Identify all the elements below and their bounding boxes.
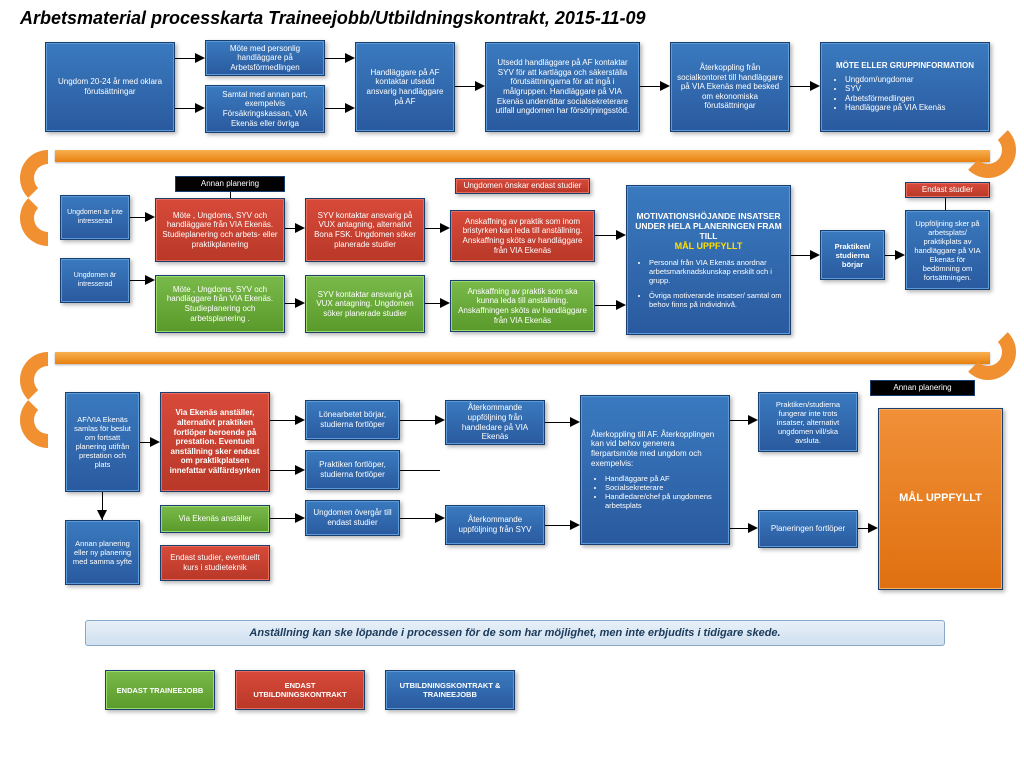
r2-g3: Anskaffning av praktik som ska kunna led… [450,280,595,332]
ribbon-1 [55,150,990,162]
r2-r1: Möte , Ungdoms, SYV och handläggare från… [155,198,285,262]
r1-b6-title: MÖTE ELLER GRUPPINFORMATION [831,61,979,71]
r2-tag-red2: Endast studier [905,182,990,198]
r3-big-text: Återkoppling till AF. Återkopplingen kan… [591,430,719,468]
r3-c2: Praktiken fortlöper, studierna fortlöper [305,450,400,490]
r1-b2a: Möte med personlig handläggare på Arbets… [205,40,325,76]
r3-tag-black: Annan planering [870,380,975,396]
r2-g2: SYV kontaktar ansvarig på VUX antagning.… [305,275,425,333]
r2-r2: SYV kontaktar ansvarig på VUX antagning,… [305,198,425,262]
r3-b1: AF/VIA Ekenäs samlas för beslut om forts… [65,392,140,492]
legend-red: ENDAST UTBILDNINGSKONTRAKT [235,670,365,710]
legend-blue: UTBILDNINGSKONTRAKT & TRAINEEJOBB [385,670,515,710]
r3-d1: Återkommande uppföljning från handledare… [445,400,545,445]
r3-g1: Via Ekenäs anställer [160,505,270,533]
r2-uppf: Uppföljning sker på arbetsplats/ praktik… [905,210,990,290]
curve-r2 [960,324,1016,380]
r3-big: Återkoppling till AF. Återkopplingen kan… [580,395,730,545]
curve-r1 [960,122,1016,178]
r2-r3: Anskaffning av praktik som inom bristyrk… [450,210,595,262]
r3-big-list: Handläggare på AFSocialsekreterareHandle… [591,474,719,510]
r3-c1: Lönearbetet börjar, studierna fortlöper [305,400,400,440]
r1-start: Ungdom 20-24 år med oklara förutsättning… [45,42,175,132]
r1-b4: Utsedd handläggare på AF kontaktar SYV f… [485,42,640,132]
r2-g1: Möte , Ungdoms, SYV och handläggare från… [155,275,285,333]
r2-moti: MOTIVATIONSHÖJANDE INSATSER UNDER HELA P… [626,185,791,335]
moti-title: MOTIVATIONSHÖJANDE INSATSER UNDER HELA P… [635,211,782,242]
r2-left2: Ungdomen är intresserad [60,258,130,303]
r2-left1: Ungdomen är inte intresserad [60,195,130,240]
r1-b6-list: Ungdom/ungdomarSYVArbetsförmedlingenHand… [831,75,946,113]
r2-tag-red: Ungdomen önskar endast studier [455,178,590,194]
r1-b3: Handläggare på AF kontaktar utsedd ansva… [355,42,455,132]
r1-b6: MÖTE ELLER GRUPPINFORMATION Ungdom/ungdo… [820,42,990,132]
legend-green: ENDAST TRAINEEJOBB [105,670,215,710]
r3-r1: Via Ekenäs anställer, alternativt prakti… [160,392,270,492]
r1-b2b: Samtal med annan part, exempelvis Försäk… [205,85,325,133]
r1-b5: Återkoppling från socialkontoret till ha… [670,42,790,132]
r2-prakt: Praktiken/ studierna börjar [820,230,885,280]
r3-goal: MÅL UPPFYLLT [878,408,1003,590]
r3-b1b: Annan planering eller ny planering med s… [65,520,140,585]
moti-goal: MÅL UPPFYLLT [675,241,743,252]
r3-e1: Praktiken/studierna fungerar inte trots … [758,392,858,452]
ribbon-2 [55,352,990,364]
r3-d2: Återkommande uppföljning från SYV [445,505,545,545]
r3-e2: Planeringen fortlöper [758,510,858,548]
r3-r2: Endast studier, eventuellt kurs i studie… [160,545,270,581]
r2-tag-black: Annan planering [175,176,285,192]
moti-list: Personal från VIA Ekenäs anordnar arbets… [635,258,782,309]
footer-note: Anställning kan ske löpande i processen … [85,620,945,646]
page-title: Arbetsmaterial processkarta Traineejobb/… [0,0,1024,37]
r3-c3: Ungdomen övergår till endast studier [305,500,400,536]
